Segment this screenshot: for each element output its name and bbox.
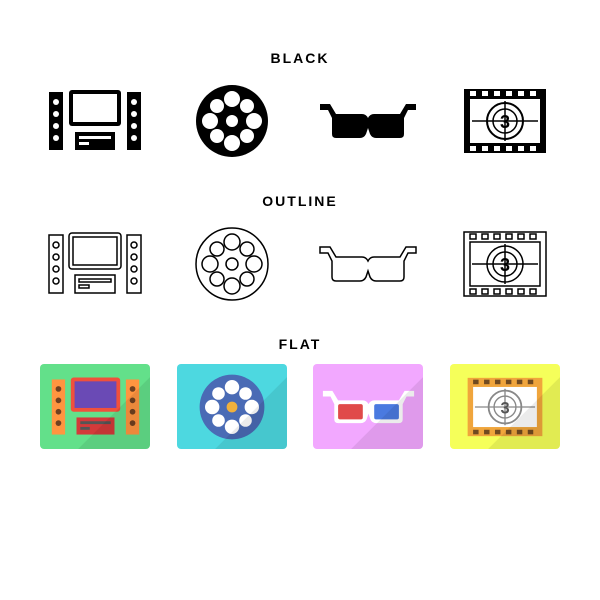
icon-row-black: 3 xyxy=(40,78,560,163)
countdown-number: 3 xyxy=(500,399,509,417)
film-reel-icon xyxy=(177,221,287,306)
film-countdown-icon: 3 xyxy=(450,221,560,306)
icon-row-flat: 3 xyxy=(40,364,560,449)
film-countdown-icon: 3 xyxy=(450,364,560,449)
section-title-flat: FLAT xyxy=(40,336,560,352)
home-theater-icon xyxy=(40,364,150,449)
3d-glasses-icon xyxy=(313,221,423,306)
countdown-number: 3 xyxy=(500,255,510,275)
film-reel-icon xyxy=(177,78,287,163)
film-reel-icon xyxy=(177,364,287,449)
section-title-black: BLACK xyxy=(40,50,560,66)
3d-glasses-icon xyxy=(313,78,423,163)
film-countdown-icon: 3 xyxy=(450,78,560,163)
section-title-outline: OUTLINE xyxy=(40,193,560,209)
3d-glasses-icon xyxy=(313,364,423,449)
home-theater-icon xyxy=(40,221,150,306)
home-theater-icon xyxy=(40,78,150,163)
section-flat: FLAT xyxy=(40,336,560,449)
countdown-number: 3 xyxy=(500,112,510,132)
section-black: BLACK xyxy=(40,50,560,163)
section-outline: OUTLINE xyxy=(40,193,560,306)
icon-row-outline: 3 xyxy=(40,221,560,306)
